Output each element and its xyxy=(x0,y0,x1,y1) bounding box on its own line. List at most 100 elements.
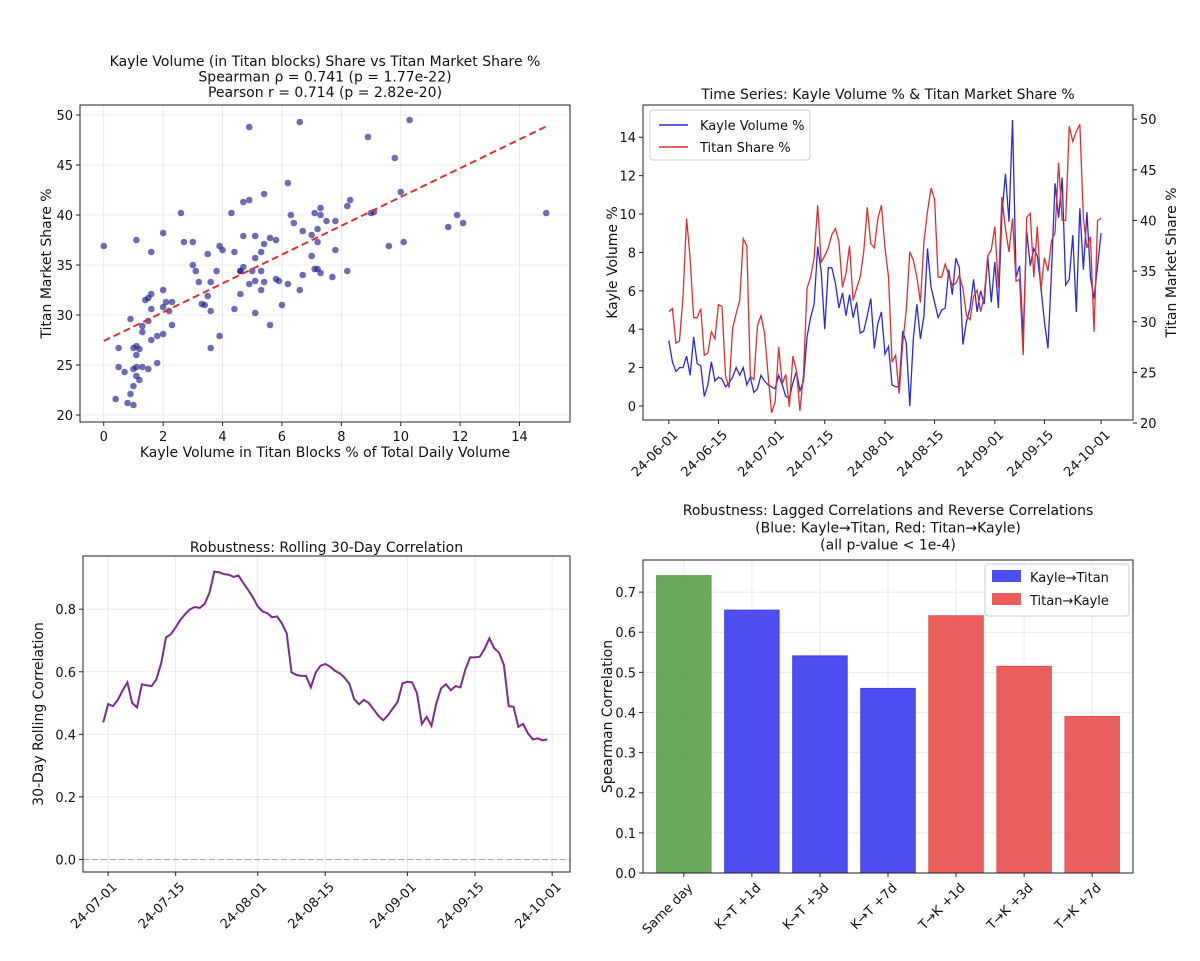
x-tick-label: 24-09-01 xyxy=(955,428,1007,480)
scatter-point xyxy=(251,309,259,317)
scatter-point xyxy=(290,219,298,227)
y-tick-label: 45 xyxy=(1140,164,1157,179)
x-tick-label: T→K +3d xyxy=(984,881,1037,934)
bar xyxy=(656,575,712,874)
scatter-point xyxy=(168,321,176,329)
scatter-point xyxy=(204,250,211,258)
scatter-point xyxy=(237,267,244,275)
legend-label: Titan Share % xyxy=(699,141,791,156)
y-tick-label: 0.5 xyxy=(615,666,636,681)
scatter-point xyxy=(133,351,140,359)
scatter-point xyxy=(133,236,140,244)
legend-label: Kayle→Titan xyxy=(1030,571,1109,586)
scatter-point xyxy=(314,238,321,246)
legend-swatch xyxy=(992,593,1021,605)
x-tick-label: 10 xyxy=(392,430,409,445)
y-tick-label: 0.4 xyxy=(55,728,76,743)
scatter-point xyxy=(299,271,307,279)
x-tick-label: 24-06-15 xyxy=(679,428,731,480)
scatter-point xyxy=(296,286,304,294)
scatter-point xyxy=(459,219,467,227)
x-tick-label: K→T +7d xyxy=(848,881,900,933)
scatter-point xyxy=(139,322,146,330)
scatter-point xyxy=(278,301,286,309)
scatter-point xyxy=(444,223,452,231)
x-tick-label: 2 xyxy=(159,430,167,445)
axes-frame xyxy=(642,104,1134,421)
scatter-point xyxy=(400,238,407,246)
legend-label: Kayle Volume % xyxy=(700,119,805,134)
scatter-point xyxy=(314,225,321,233)
scatter-point xyxy=(130,401,137,409)
scatter-point xyxy=(147,290,155,298)
x-tick-label: 24-08-15 xyxy=(285,880,337,932)
x-tick-label: 24-06-01 xyxy=(629,428,681,480)
y-tick-label: 35 xyxy=(1140,265,1157,280)
scatter-point xyxy=(139,363,146,371)
y-tick-label: 0.7 xyxy=(615,586,636,601)
x-tick-label: 24-10-01 xyxy=(512,880,564,932)
scatter-point xyxy=(207,307,214,315)
scatter-point xyxy=(153,332,161,340)
scatter-point xyxy=(245,280,253,288)
scatter-point xyxy=(397,188,405,196)
scatter-point xyxy=(364,133,372,141)
scatter-point xyxy=(260,240,268,248)
scatter-point xyxy=(245,123,253,131)
y-tick-label: 2 xyxy=(628,362,636,377)
scatter-point xyxy=(317,211,324,219)
scatter-point xyxy=(237,290,244,298)
scatter-point xyxy=(189,261,197,269)
y-tick-label: 0.6 xyxy=(615,626,636,641)
y-tick-label: 45 xyxy=(56,159,73,174)
y-tick-label: 0.2 xyxy=(615,787,636,802)
x-tick-label: 24-08-01 xyxy=(218,880,270,932)
scatter-point xyxy=(296,118,304,126)
scatter-point xyxy=(159,303,167,311)
scatter-point xyxy=(317,204,324,212)
legend-box xyxy=(649,109,811,161)
scatter-point xyxy=(216,242,223,250)
scatter-point xyxy=(147,336,155,344)
axes-frame xyxy=(642,559,1134,874)
scatter-point xyxy=(332,246,339,254)
y-tick-label: 0.1 xyxy=(615,827,636,842)
scatter-point xyxy=(453,211,461,219)
scatter-point xyxy=(231,305,238,313)
axes-frame xyxy=(79,104,571,423)
chart-title: Spearman ρ = 0.741 (p = 1.77e-22) xyxy=(198,70,451,86)
scatter-point xyxy=(139,328,146,336)
y-tick-label: 0.8 xyxy=(55,603,76,618)
scatter-point xyxy=(112,395,119,403)
scatter-point xyxy=(189,238,197,246)
scatter-point xyxy=(195,278,203,286)
bar xyxy=(792,655,848,874)
scatter-point xyxy=(192,267,200,275)
scatter-point xyxy=(153,359,161,367)
scatter-point xyxy=(260,278,268,286)
y-tick-label: 30 xyxy=(56,309,73,324)
x-tick-label: 4 xyxy=(218,430,226,445)
scatter-point xyxy=(204,292,211,300)
scatter-point xyxy=(130,382,137,390)
titan-share-line xyxy=(668,123,1102,414)
x-tick-label: Same day xyxy=(640,881,697,938)
chart-title: Robustness: Rolling 30-Day Correlation xyxy=(190,540,463,556)
scatter-point xyxy=(180,238,188,246)
x-tick-label: 8 xyxy=(337,430,345,445)
y-axis-label: Kayle Volume % xyxy=(605,206,621,319)
x-tick-label: 24-07-15 xyxy=(785,428,837,480)
x-tick-label: 24-07-15 xyxy=(136,880,188,932)
scatter-point xyxy=(115,363,122,371)
scatter-point xyxy=(245,196,253,204)
y-tick-label: 10 xyxy=(619,208,636,223)
scatter-point xyxy=(240,198,247,206)
scatter-chart: 0 2 4 6 8 10 12 14 20 25 30 35 40 45 50 Kayle Volume (i… xyxy=(39,54,571,461)
scatter-point xyxy=(287,211,295,219)
scatter-point xyxy=(213,267,220,275)
x-tick-label: 24-07-01 xyxy=(735,428,787,480)
scatter-point xyxy=(257,248,265,256)
bar xyxy=(996,665,1052,874)
y-tick-label: 8 xyxy=(628,246,636,261)
scatter-point xyxy=(115,344,122,352)
